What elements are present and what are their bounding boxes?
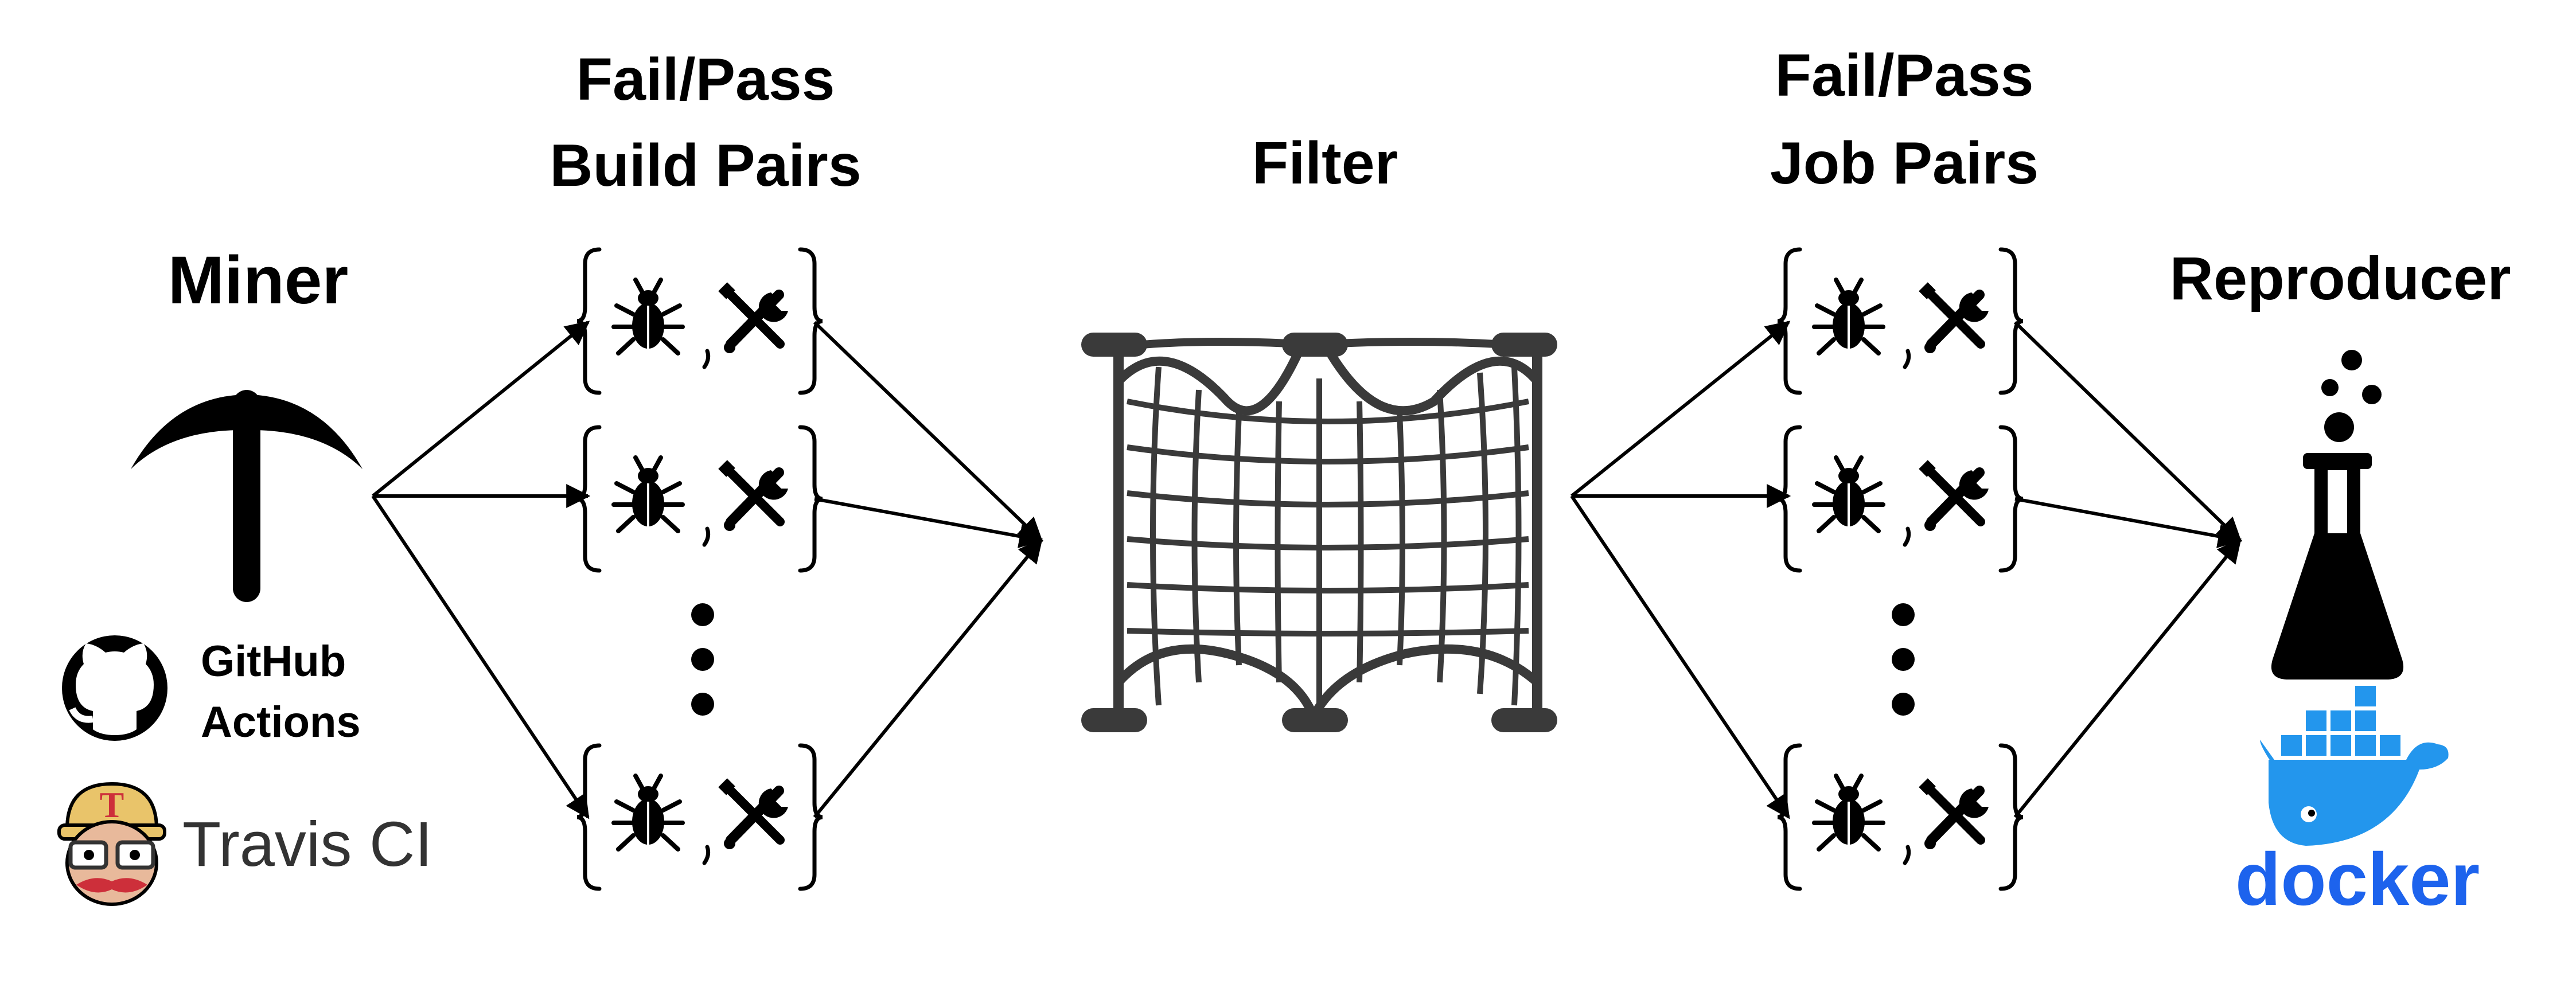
job-to-reproducer-arrows xyxy=(2013,321,2243,818)
github-icon xyxy=(62,635,167,741)
build-to-filter-arrows xyxy=(813,321,1044,818)
build-pair-box-n xyxy=(577,745,823,889)
net-filter-icon xyxy=(1081,333,1557,732)
job-pairs-title-line1: Fail/Pass xyxy=(1775,42,2034,109)
svg-text:T: T xyxy=(100,784,124,825)
reproducer-title: Reproducer xyxy=(2169,245,2511,313)
filter-to-job-arrows xyxy=(1570,321,1791,819)
miner-title: Miner xyxy=(167,243,349,318)
github-actions-label-line1: GitHub xyxy=(201,637,346,686)
build-pairs-ellipsis xyxy=(691,603,714,716)
job-pairs-title-line2: Job Pairs xyxy=(1770,130,2039,197)
build-pairs-title-line1: Fail/Pass xyxy=(576,46,835,113)
docker-label: docker xyxy=(2235,837,2480,921)
docker-whale-icon xyxy=(2260,684,2449,846)
job-pair-box-1 xyxy=(1778,249,2023,393)
build-pair-box-1 xyxy=(577,249,823,393)
job-pair-box-n xyxy=(1778,745,2023,889)
job-pairs-ellipsis xyxy=(1892,603,1915,716)
travis-ci-icon: T xyxy=(57,782,166,906)
flask-icon xyxy=(2271,350,2404,680)
miner-arrows xyxy=(371,321,591,819)
job-pair-box-2 xyxy=(1778,427,2023,571)
github-actions-label-line2: Actions xyxy=(201,698,361,747)
pickaxe-icon xyxy=(131,390,363,602)
travis-ci-label: Travis CI xyxy=(182,809,432,880)
build-pair-box-2 xyxy=(577,427,823,571)
build-pairs-title-line2: Build Pairs xyxy=(550,132,862,199)
filter-title: Filter xyxy=(1252,130,1398,197)
